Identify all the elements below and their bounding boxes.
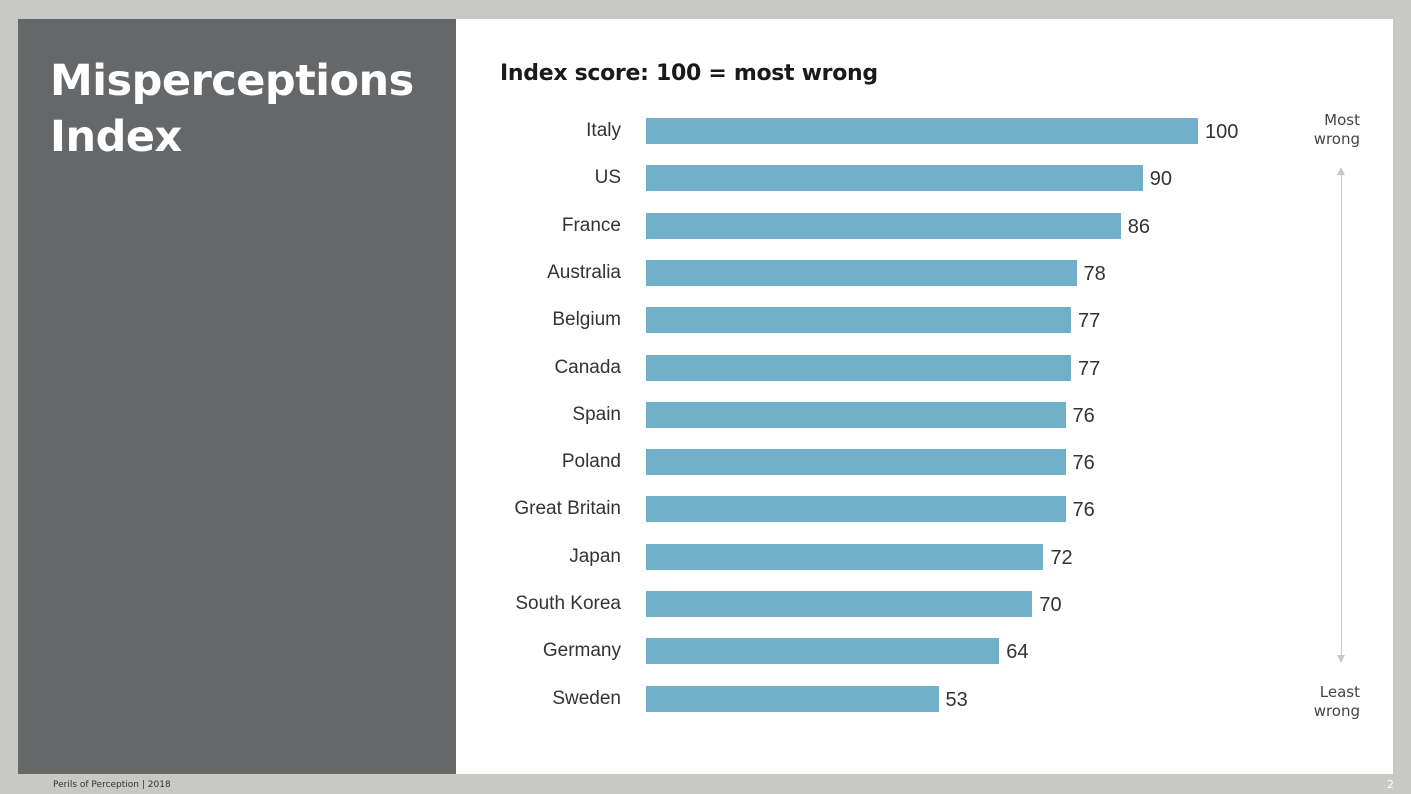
most-wrong-label: Most wrong <box>1280 111 1360 149</box>
bar-value-label: 76 <box>1072 452 1095 475</box>
bar-category-label: Germany <box>542 640 621 662</box>
chart-panel: Index score: 100 = most wrong Italy 100 US… <box>456 19 1393 774</box>
bar-category-label: Italy <box>586 120 621 141</box>
bar <box>646 591 1033 617</box>
bar-value-label: 70 <box>1039 594 1062 616</box>
most-wrong-label-line-1: Most <box>1324 111 1360 129</box>
bar-value-label: 78 <box>1083 262 1106 285</box>
bar-value-label: 90 <box>1149 168 1173 191</box>
bar <box>646 496 1066 523</box>
bar <box>646 354 1072 381</box>
bar-category-label: Great Britain <box>514 498 621 520</box>
arrow-down-icon <box>1337 655 1345 663</box>
bar <box>646 543 1044 570</box>
title-panel: Misperceptions Index <box>18 19 456 774</box>
bar-category-label: South Korea <box>515 593 621 614</box>
slide-title: Misperceptions Index <box>50 53 414 165</box>
bar-category-label: France <box>561 214 621 236</box>
least-wrong-label-line-2: wrong <box>1313 702 1360 720</box>
footer-text: Perils of Perception | 2018 <box>53 780 171 790</box>
bar-row: Germany 64 <box>456 638 1393 665</box>
bar-row: Sweden 53 <box>456 685 1393 712</box>
bar-row: Italy 100 <box>456 118 1393 144</box>
most-wrong-label-line-2: wrong <box>1313 130 1360 148</box>
bar <box>646 165 1143 192</box>
least-wrong-label: Least wrong <box>1280 683 1360 721</box>
slide-title-line-1: Misperceptions <box>50 56 414 106</box>
bar-value-label: 100 <box>1205 121 1239 143</box>
scale-axis-line <box>1341 174 1342 659</box>
bar <box>646 118 1198 144</box>
bar-value-label: 77 <box>1078 357 1101 380</box>
bar <box>646 401 1066 428</box>
slide-title-line-2: Index <box>50 112 182 162</box>
bar-value-label: 76 <box>1072 499 1095 522</box>
bar <box>646 307 1072 334</box>
bar <box>646 259 1077 286</box>
bar-value-label: 86 <box>1127 215 1150 238</box>
least-wrong-label-line-1: Least <box>1319 683 1360 701</box>
bar-category-label: Spain <box>572 403 621 425</box>
bar <box>646 212 1121 239</box>
page-number: 2 <box>1387 778 1394 791</box>
bar-row: Canada 77 <box>456 354 1393 381</box>
bar-row: Great Britain 76 <box>456 496 1393 523</box>
bar-row: Belgium 77 <box>456 307 1393 334</box>
bar-row: Spain 76 <box>456 401 1393 428</box>
bar-row: Australia 78 <box>456 259 1393 286</box>
bar-value-label: 64 <box>1006 641 1029 664</box>
bar-value-label: 72 <box>1050 546 1073 569</box>
bar-value-label: 77 <box>1078 310 1101 333</box>
bar <box>646 638 1000 665</box>
bar-value-label: 53 <box>945 688 968 711</box>
bar-category-label: Sweden <box>552 687 621 709</box>
arrow-up-icon <box>1337 167 1345 175</box>
bar-category-label: Japan <box>569 545 621 567</box>
bar-value-label: 76 <box>1072 404 1095 427</box>
chart-subtitle: Index score: 100 = most wrong <box>500 61 878 86</box>
bar-row: Japan 72 <box>456 543 1393 570</box>
bar-row: US 90 <box>456 165 1393 192</box>
bar-row: Poland 76 <box>456 449 1393 476</box>
bar-category-label: Belgium <box>552 309 621 331</box>
bar-row: France 86 <box>456 212 1393 239</box>
bar-row: South Korea 70 <box>456 591 1393 617</box>
bar <box>646 685 939 712</box>
bar-category-label: Poland <box>561 451 621 473</box>
bar <box>646 449 1066 476</box>
bar-category-label: Australia <box>547 261 621 283</box>
bar-category-label: Canada <box>554 356 621 378</box>
bar-category-label: US <box>594 167 621 189</box>
